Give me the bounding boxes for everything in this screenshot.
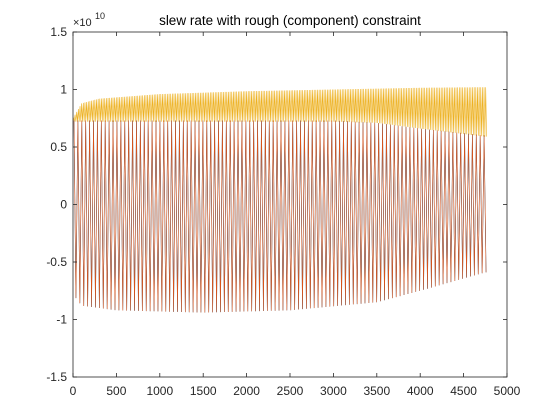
y-tick-label: 1.5 (50, 25, 67, 39)
y-multiplier: ×10 10 (73, 11, 105, 29)
y-tick-label: 1 (60, 83, 67, 97)
series-layer (73, 87, 487, 313)
x-tick-label: 2000 (233, 384, 260, 398)
y-tick-label: -1 (56, 313, 67, 327)
y-tick-label: -1.5 (46, 370, 67, 384)
y-tick-label: -0.5 (46, 255, 67, 269)
series-line-1 (73, 87, 487, 137)
y-tick-label: 0.5 (50, 140, 67, 154)
ticks: 0 500 1000 1500 2000 2500 3000 3500 4000 4500 5000… (46, 25, 520, 398)
series-line-3 (73, 120, 487, 313)
x-tick-label: 3500 (363, 384, 390, 398)
x-tick-label: 4500 (450, 384, 477, 398)
x-tick-label: 0 (70, 384, 77, 398)
y-tick-label: 0 (60, 198, 67, 212)
y-multiplier-exponent: 10 (95, 11, 105, 21)
x-tick-label: 1500 (190, 384, 217, 398)
y-multiplier-base: ×10 (73, 17, 92, 29)
x-tick-label: 3000 (320, 384, 347, 398)
x-tick-label: 4000 (407, 384, 434, 398)
x-tick-label: 1000 (146, 384, 173, 398)
x-tick-label: 2500 (277, 384, 304, 398)
x-tick-label: 5000 (494, 384, 521, 398)
axes-box (72, 31, 508, 378)
chart-title: slew rate with rough (component) constra… (159, 13, 421, 28)
x-tick-label: 500 (106, 384, 126, 398)
